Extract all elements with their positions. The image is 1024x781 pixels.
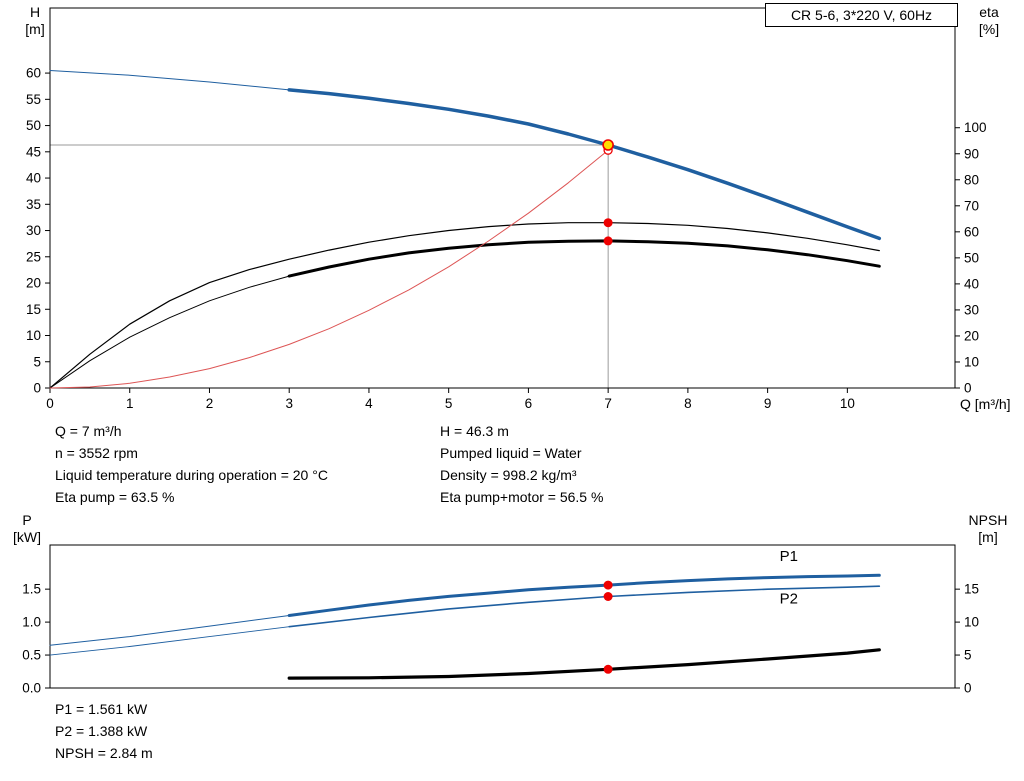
x-tick-label: 2 bbox=[206, 396, 214, 411]
annotation-p2: P2 = 1.388 kW bbox=[55, 723, 148, 739]
annotation-npsh: NPSH = 2.84 m bbox=[55, 745, 153, 761]
npsh-axis-name: NPSH bbox=[968, 512, 1008, 528]
y-left-tick-label: 30 bbox=[26, 223, 41, 238]
y-left-tick-label: 0 bbox=[33, 381, 41, 396]
power-npsh-chart: 0.0 0.5 1.0 1.5 0 5 10 15 P1 P2 bbox=[22, 544, 979, 696]
y-left-tick-label: 55 bbox=[26, 92, 41, 107]
curve-label-p1: P1 bbox=[780, 548, 798, 565]
x-tick-label: 7 bbox=[604, 396, 612, 411]
eta-axis-name: eta bbox=[979, 4, 999, 20]
duty-annotations-left: Q = 7 m³/h n = 3552 rpm Liquid temperatu… bbox=[55, 420, 328, 508]
power-annotations: P1 = 1.561 kW P2 = 1.388 kW NPSH = 2.84 … bbox=[55, 698, 153, 764]
y-right-tick-label: 20 bbox=[964, 328, 979, 343]
x-tick-label: 3 bbox=[285, 396, 293, 411]
eta-pump-motor-low-flow bbox=[49, 275, 290, 389]
qh-eta-chart: 0 1 2 3 4 5 6 7 8 9 100510152025303540455055600102… bbox=[26, 7, 987, 411]
annotation-eta-pump: Eta pump = 63.5 % bbox=[55, 489, 175, 505]
y-right-tick-label: 40 bbox=[964, 276, 979, 291]
y-right-tick-label: 0 bbox=[964, 681, 972, 696]
y-right-tick-label: 60 bbox=[964, 224, 979, 239]
x-tick-label: 4 bbox=[365, 396, 373, 411]
y-right-tick-label: 50 bbox=[964, 250, 979, 265]
duty-point-marker[interactable] bbox=[602, 139, 614, 151]
x-tick-label: 6 bbox=[525, 396, 533, 411]
eta-pump-motor-curve bbox=[287, 239, 881, 278]
p1-point bbox=[603, 580, 613, 590]
eta-pump-point bbox=[603, 218, 613, 228]
duty-annotations-right: H = 46.3 m Pumped liquid = Water Density… bbox=[440, 420, 603, 508]
x-tick-label: 1 bbox=[126, 396, 134, 411]
curve-label-p2: P2 bbox=[780, 591, 798, 608]
y-right-tick-label: 5 bbox=[964, 648, 972, 663]
x-tick-label: 8 bbox=[684, 396, 692, 411]
annotation-liquid-temperature: Liquid temperature during operation = 20… bbox=[55, 467, 328, 483]
x-tick-label: 10 bbox=[840, 396, 855, 411]
annotation-density: Density = 998.2 kg/m³ bbox=[440, 467, 577, 483]
system-curve-to-duty-point bbox=[49, 149, 609, 389]
p-axis-name: P bbox=[22, 512, 32, 528]
p1-low-flow bbox=[49, 615, 290, 646]
annotation-pumped-liquid: Pumped liquid = Water bbox=[440, 445, 582, 461]
eta-axis-label: eta [%] bbox=[966, 4, 1012, 38]
y-left-tick-label: 40 bbox=[26, 171, 41, 186]
npsh-axis-label: NPSH [m] bbox=[956, 512, 1020, 546]
qh-eta-chart-frame bbox=[49, 7, 956, 389]
y-left-tick-label: 45 bbox=[26, 144, 41, 159]
h-axis-label: H [m] bbox=[14, 4, 56, 38]
eta-pump-motor-point bbox=[603, 236, 613, 246]
y-right-tick-label: 10 bbox=[964, 615, 979, 630]
p2-low-flow bbox=[49, 626, 290, 656]
npsh-axis-unit: [m] bbox=[978, 529, 998, 545]
annotation-p1: P1 = 1.561 kW bbox=[55, 701, 148, 717]
y-left-tick-label: 20 bbox=[26, 276, 41, 291]
y-left-tick-label: 15 bbox=[26, 302, 41, 317]
npsh-point bbox=[603, 664, 613, 674]
y-right-tick-label: 10 bbox=[964, 354, 979, 369]
p1-curve bbox=[287, 573, 881, 617]
x-tick-label: 5 bbox=[445, 396, 453, 411]
h-axis-name: H bbox=[29, 4, 41, 20]
y-right-tick-label: 100 bbox=[964, 120, 987, 135]
power-npsh-chart-frame bbox=[49, 544, 956, 689]
eta-pump-curve bbox=[49, 222, 880, 389]
y-right-tick-label: 80 bbox=[964, 172, 979, 187]
h-curve bbox=[287, 88, 882, 241]
y-right-tick-label: 70 bbox=[964, 198, 979, 213]
y-left-tick-label: 5 bbox=[33, 354, 41, 369]
y-right-tick-label: 90 bbox=[964, 146, 979, 161]
q-axis-label: Q [m³/h] bbox=[960, 396, 1011, 412]
p-axis-unit: [kW] bbox=[13, 529, 41, 545]
h-axis-unit: [m] bbox=[25, 21, 45, 37]
y-left-tick-label: 10 bbox=[26, 328, 41, 343]
y-right-tick-label: 0 bbox=[964, 381, 972, 396]
y-right-tick-label: 30 bbox=[964, 302, 979, 317]
annotation-q: Q = 7 m³/h bbox=[55, 423, 122, 439]
y-left-tick-label: 35 bbox=[26, 197, 41, 212]
y-left-tick-label: 50 bbox=[26, 118, 41, 133]
y-left-tick-label: 60 bbox=[26, 66, 41, 81]
h-curve-low-flow-extension bbox=[49, 70, 290, 91]
p-axis-label: P [kW] bbox=[4, 512, 50, 546]
npsh-curve bbox=[287, 648, 881, 680]
y-left-tick-label: 1.5 bbox=[22, 582, 41, 597]
annotation-eta-pump-motor: Eta pump+motor = 56.5 % bbox=[440, 489, 604, 505]
p2-point bbox=[603, 592, 613, 601]
eta-axis-unit: [%] bbox=[978, 21, 1000, 37]
x-tick-label: 0 bbox=[46, 396, 54, 411]
pump-model-title: CR 5-6, 3*220 V, 60Hz bbox=[765, 3, 958, 27]
annotation-h: H = 46.3 m bbox=[440, 423, 509, 439]
y-left-tick-label: 0.0 bbox=[22, 681, 41, 696]
annotation-speed: n = 3552 rpm bbox=[55, 445, 138, 461]
y-right-tick-label: 15 bbox=[964, 582, 979, 597]
x-tick-label: 9 bbox=[764, 396, 772, 411]
y-left-tick-label: 1.0 bbox=[22, 615, 41, 630]
y-left-tick-label: 0.5 bbox=[22, 648, 41, 663]
y-left-tick-label: 25 bbox=[26, 249, 41, 264]
